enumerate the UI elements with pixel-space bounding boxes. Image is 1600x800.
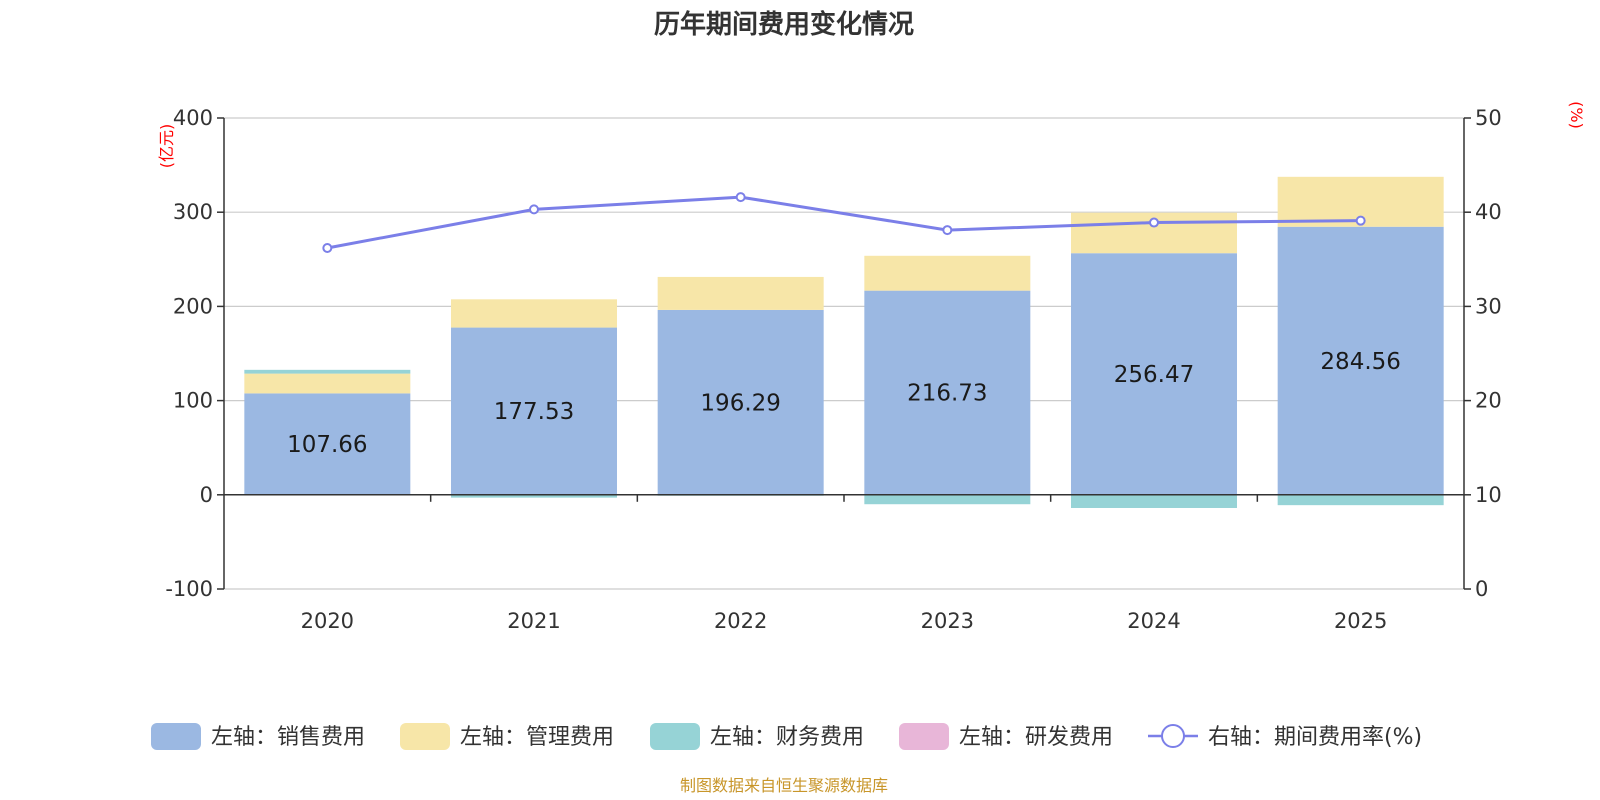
right-tick-label: 40	[1475, 200, 1502, 224]
right-tick-label: 0	[1475, 577, 1488, 601]
right-tick-label: 50	[1475, 106, 1502, 130]
legend-label: 右轴：期间费用率(%)	[1208, 725, 1422, 750]
left-tick-label: 100	[173, 389, 213, 413]
legend-circle-icon	[1161, 724, 1185, 748]
left-tick-label: 0	[200, 483, 213, 507]
legend-label: 左轴：管理费用	[460, 725, 614, 750]
bar-2021-左轴：销售费用	[451, 327, 617, 495]
x-tick-label: 2022	[714, 609, 767, 633]
data-label: 196.29	[700, 390, 780, 416]
data-label: 177.53	[494, 399, 574, 425]
legend-label: 左轴：研发费用	[959, 725, 1113, 750]
legend-swatch	[899, 723, 949, 750]
x-tick-label: 2020	[301, 609, 354, 633]
rate-point	[942, 225, 953, 236]
x-tick-label: 2024	[1127, 609, 1180, 633]
rate-point	[735, 192, 746, 203]
bar-2022-左轴：销售费用	[657, 309, 824, 495]
right-tick-label: 30	[1475, 294, 1502, 318]
bar-2023-左轴：财务费用	[864, 494, 1031, 505]
bar-2021-左轴：财务费用	[451, 494, 617, 498]
left-tick-label: 300	[173, 200, 213, 224]
x-tick-label: 2025	[1334, 609, 1387, 633]
bar-2025-左轴：销售费用	[1277, 226, 1444, 495]
rate-point	[1355, 215, 1366, 226]
right-axis-unit: (%)	[1567, 101, 1586, 129]
bar-2023-左轴：销售费用	[864, 290, 1031, 495]
data-label: 256.47	[1114, 362, 1194, 388]
data-labels: 107.66 177.53 196.29 216.73 256.47 284.56	[287, 349, 1401, 458]
chart-title: 历年期间费用变化情况	[654, 9, 914, 40]
legend-swatch	[400, 723, 450, 750]
legend-swatch	[650, 723, 700, 750]
x-tick-label: 2023	[921, 609, 974, 633]
grid-lines	[224, 117, 1464, 590]
bar-2020-左轴：销售费用	[244, 393, 411, 495]
rate-point	[322, 242, 333, 253]
rate-line	[322, 192, 1366, 253]
bar-2020-左轴：财务费用	[244, 369, 411, 374]
bar-2021-左轴：管理费用	[451, 299, 617, 328]
rate-line-path	[327, 195, 1361, 250]
legend-label: 左轴：财务费用	[710, 725, 864, 750]
data-label: 216.73	[907, 381, 987, 407]
legend: 左轴：销售费用 左轴：管理费用 左轴：财务费用 左轴：研发费用 右轴：期间费用率(%)	[151, 723, 1422, 750]
legend-label: 左轴：销售费用	[211, 725, 365, 750]
data-label: 107.66	[287, 432, 367, 458]
bars	[244, 176, 1444, 508]
source-note: 制图数据来自恒生聚源数据库	[680, 776, 888, 795]
right-tick-label: 10	[1475, 483, 1502, 507]
left-tick-label: -100	[165, 577, 213, 601]
data-label: 284.56	[1320, 349, 1400, 375]
axes: -100 0 100 200 300 400 0 10 20 30 40 50 2020 2021 2022…	[165, 106, 1501, 633]
left-tick-label: 400	[173, 106, 213, 130]
bar-2023-左轴：管理费用	[864, 255, 1031, 291]
legend-swatch	[151, 723, 201, 750]
left-tick-label: 200	[173, 294, 213, 318]
x-tick-label: 2021	[507, 609, 560, 633]
bar-2024-左轴：销售费用	[1071, 253, 1237, 495]
right-tick-label: 20	[1475, 389, 1502, 413]
bar-2025-左轴：财务费用	[1277, 494, 1444, 506]
bar-2022-左轴：管理费用	[657, 276, 824, 310]
bar-2024-左轴：财务费用	[1071, 494, 1237, 508]
bar-2020-左轴：管理费用	[244, 373, 411, 394]
rate-point	[1149, 217, 1159, 228]
left-axis-unit: (亿元)	[157, 124, 176, 169]
rate-point	[529, 204, 539, 215]
